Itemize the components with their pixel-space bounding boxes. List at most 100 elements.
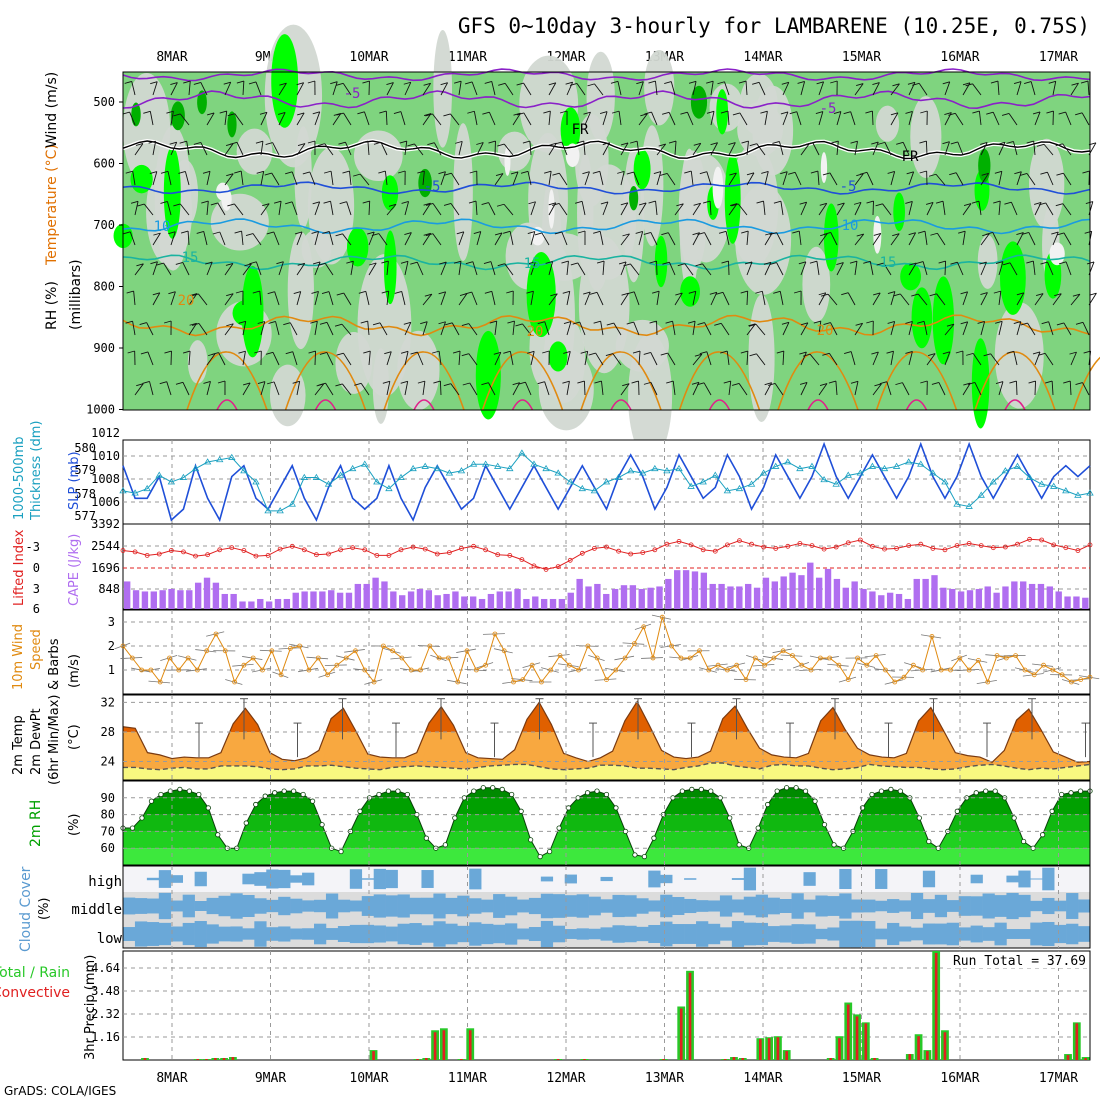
wind-speed-point (976, 658, 981, 663)
wind-barb (872, 200, 874, 216)
isotherm-line (122, 90, 1091, 110)
upper-ylabel: (millibars) (68, 259, 84, 330)
precip-convective-bar (723, 1059, 727, 1060)
isotherm-label: -5 (424, 179, 441, 195)
li-line (122, 538, 1091, 570)
wind-barb-flag (393, 111, 402, 115)
wind-barb-flag (965, 83, 973, 87)
rh-saturated-patch (629, 185, 639, 211)
cape-bar (904, 598, 912, 609)
cloud-cell (218, 926, 231, 942)
wind-barb-flag (589, 291, 598, 295)
wind-barb (530, 201, 536, 216)
wind-barb (890, 112, 899, 126)
wind-barb (650, 382, 658, 396)
li-point (229, 545, 235, 551)
wind-barb (450, 113, 460, 126)
cape-bar (957, 591, 965, 609)
wind-barb-flag (863, 260, 871, 264)
wind-barb (149, 111, 154, 126)
isotherm-label: 15 (182, 250, 199, 266)
rh-saturated-patch (170, 101, 185, 131)
wind-barb (206, 112, 215, 126)
rh-point (442, 842, 448, 848)
wind-barb (656, 171, 662, 186)
wind-barb-flag (267, 291, 275, 295)
wind-barb (167, 201, 172, 216)
wind-barb-flag (960, 321, 968, 325)
wind-barb-flag (160, 201, 168, 204)
rh-dry-patch (287, 231, 314, 350)
wind-barb-flag (781, 321, 790, 325)
wind-speed-point (892, 679, 898, 685)
wind-barb (259, 291, 262, 306)
wind-barb (120, 657, 143, 659)
cloud-cell (851, 899, 864, 913)
wind-barb-flag (307, 80, 315, 84)
wind-barb-flag (565, 81, 573, 85)
rh-very-dry-patch (548, 189, 555, 229)
wind-barb-flag (150, 81, 158, 85)
thickness-point (651, 464, 659, 472)
wind-barb (350, 261, 354, 276)
wind-barb-flag (836, 262, 844, 265)
wind-barb (432, 203, 442, 216)
wind-barb (633, 171, 640, 186)
cloud-cell (314, 899, 327, 913)
wind-barb (704, 232, 712, 246)
wind-barb (1034, 293, 1044, 306)
cape-bar (585, 586, 592, 609)
wind-barb-flag (243, 382, 251, 386)
wind-barb-flag (587, 83, 595, 87)
wind-barb-flag (715, 291, 724, 295)
wind-barb (491, 81, 496, 96)
wind-barb-flag (438, 291, 446, 295)
slp-tick: 1006 (91, 495, 120, 509)
wind-barb-flag (971, 200, 980, 204)
wind-barb-flag (498, 82, 506, 86)
cloud-cell (851, 920, 864, 948)
wind-barb (779, 141, 784, 156)
wind-barb (255, 81, 262, 96)
wind-barb-flag (871, 351, 879, 355)
thickness-point (699, 478, 707, 485)
wind-barb-flag (752, 81, 760, 85)
wind-barb-flag (212, 231, 220, 235)
wind-barb (746, 231, 749, 246)
wind-barb (809, 353, 820, 366)
pressure-tick: 900 (93, 341, 115, 355)
wind-barb-flag (623, 263, 631, 267)
wind-barb (523, 82, 532, 96)
wind-barb (224, 323, 234, 336)
wind-barb-flag (293, 291, 301, 294)
wind-barb-flag (892, 233, 900, 237)
wind-barb-flag (297, 112, 305, 116)
wind-barb (980, 261, 987, 276)
wind-speed-point (910, 662, 916, 668)
wind-barb-flag (756, 200, 764, 204)
wind-barb-flag (948, 112, 956, 116)
thickness-point (119, 487, 127, 494)
wind-barb-flag (323, 200, 331, 204)
li-point (688, 542, 694, 548)
cape-bar (1073, 596, 1080, 609)
wind-barb (1013, 141, 1018, 156)
rh-saturated-patch (131, 102, 141, 127)
rh-point (385, 788, 392, 794)
wind-barb (600, 321, 604, 336)
wind-barb (359, 173, 370, 186)
wind-barb (937, 233, 946, 246)
wind-barb (698, 667, 717, 673)
wind-barb (476, 231, 482, 246)
wind-barb (353, 668, 375, 672)
wind-barb-flag (729, 172, 737, 176)
wind-barb-flag (596, 260, 605, 264)
wind-barb (957, 669, 980, 671)
li-point (495, 552, 501, 558)
wind-barb-flag (1055, 143, 1063, 147)
wind-barb (856, 662, 876, 668)
li-point (966, 541, 972, 546)
cloud-cell (875, 928, 888, 940)
wind-barb-flag (312, 201, 320, 205)
wind-barb (433, 142, 442, 156)
